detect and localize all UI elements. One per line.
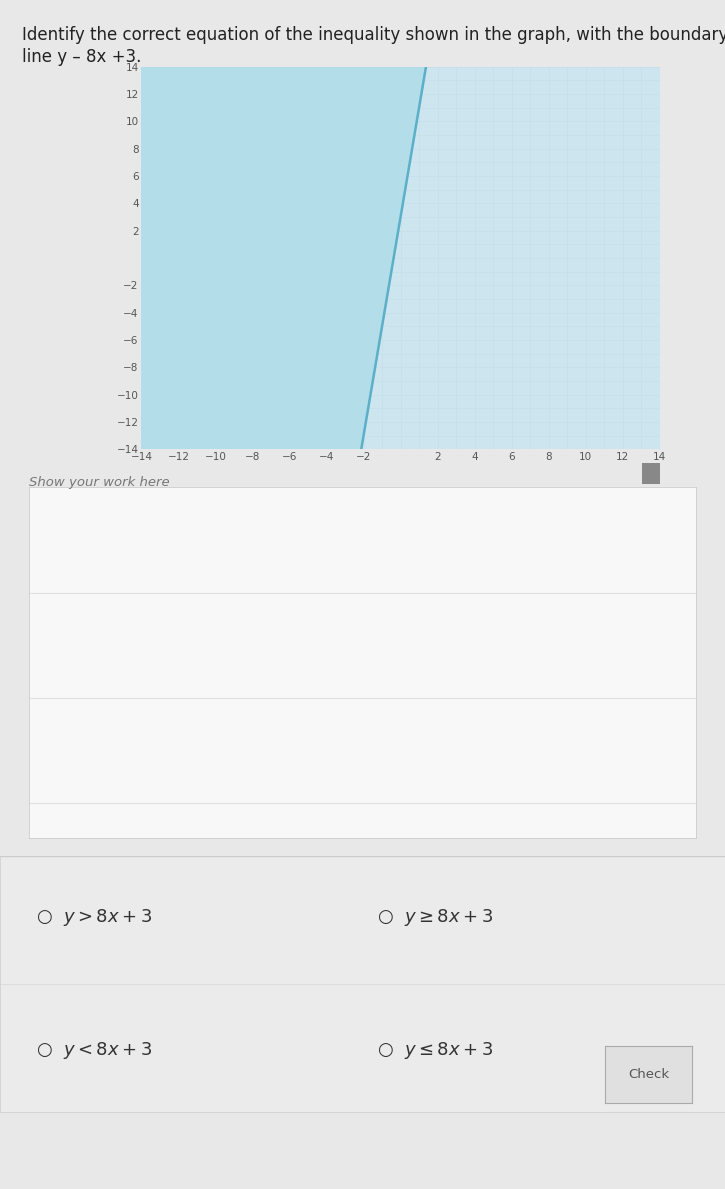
Text: $\bigcirc$  $y > 8x + 3$: $\bigcirc$ $y > 8x + 3$ — [36, 907, 152, 927]
Text: line y – 8x +3.: line y – 8x +3. — [22, 48, 141, 65]
Text: $\bigcirc$  $y \leq 8x + 3$: $\bigcirc$ $y \leq 8x + 3$ — [377, 1040, 493, 1061]
Text: $\bigcirc$  $y \geq 8x + 3$: $\bigcirc$ $y \geq 8x + 3$ — [377, 907, 493, 927]
Text: $\bigcirc$  $y < 8x + 3$: $\bigcirc$ $y < 8x + 3$ — [36, 1040, 152, 1061]
Text: Check: Check — [629, 1069, 669, 1081]
Polygon shape — [141, 67, 426, 449]
Text: Show your work here: Show your work here — [29, 476, 170, 489]
Text: Identify the correct equation of the inequality shown in the graph, with the bou: Identify the correct equation of the ine… — [22, 26, 725, 44]
